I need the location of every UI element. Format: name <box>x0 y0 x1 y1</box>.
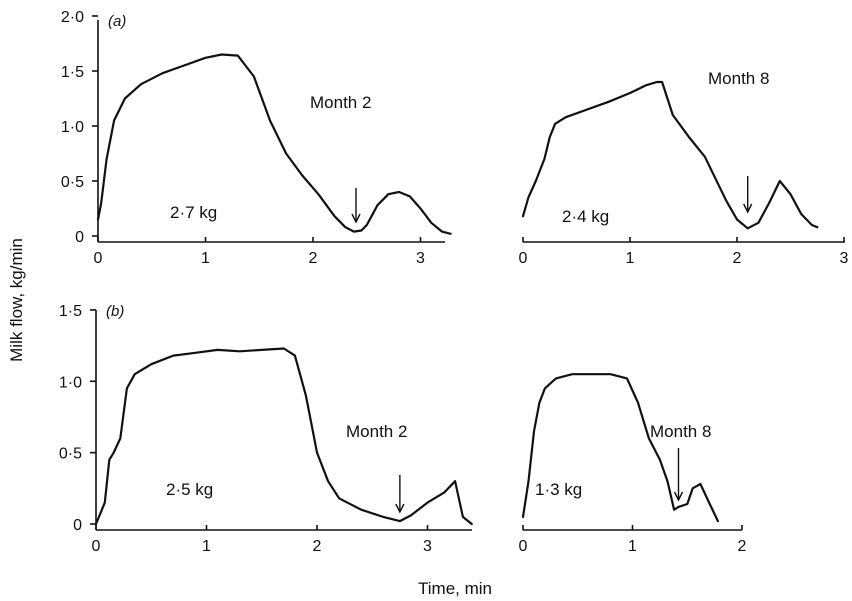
milk-flow-curve <box>96 53 452 235</box>
chart-panel-1: 0 1 2 3 0 0·5 1·0 1·5 2·0 (a) Month 2 2·7 kg <box>61 9 452 267</box>
arrow-head <box>351 213 361 224</box>
x-tick-label: 1 <box>201 250 210 267</box>
milk-flow-curve <box>521 373 719 523</box>
x-tick-label: 3 <box>416 250 425 267</box>
total-yield-label: 1·3 kg <box>535 480 582 499</box>
x-tick-label: 3 <box>423 538 432 555</box>
arrow-head <box>395 503 405 514</box>
x-tick-label: 0 <box>519 250 528 267</box>
chart-panel-3: 0 1 2 3 0 0·5 1·0 1·5 (b) Month 2 2·5 kg <box>59 303 473 555</box>
chart-panels: 0 1 2 3 0 0·5 1·0 1·5 2·0 (a) Month 2 2·7 kg 0 1 2 3 Mon… <box>59 9 849 555</box>
total-yield-label: 2·5 kg <box>166 480 213 499</box>
month-label: Month 8 <box>650 422 711 441</box>
panel-label: (b) <box>106 303 124 320</box>
total-yield-label: 2·7 kg <box>170 203 217 222</box>
milk-flow-curve <box>521 80 819 230</box>
x-tick-label: 0 <box>92 538 101 555</box>
x-tick-label: 2 <box>738 538 747 555</box>
x-tick-label: 0 <box>519 538 528 555</box>
arrow-head <box>673 491 684 502</box>
y-tick-label: 0 <box>73 517 82 534</box>
arrow-head <box>743 203 753 214</box>
chart-panel-4: 0 1 2 Month 8 1·3 kg <box>519 373 747 555</box>
x-tick-label: 3 <box>840 250 849 267</box>
month-label: Month 2 <box>346 422 407 441</box>
milk-flow-curve <box>94 347 473 526</box>
x-tick-label: 1 <box>626 250 635 267</box>
x-tick-label: 2 <box>313 538 322 555</box>
y-tick-label: 0 <box>75 229 84 246</box>
x-tick-label: 1 <box>628 538 637 555</box>
month-label: Month 8 <box>708 69 769 88</box>
y-tick-label: 1·0 <box>61 119 84 136</box>
total-yield-label: 2·4 kg <box>562 207 609 226</box>
x-tick-label: 2 <box>733 250 742 267</box>
y-tick-label: 1·5 <box>59 303 82 320</box>
x-axis-title: Time, min <box>418 579 492 598</box>
month-label: Month 2 <box>310 93 371 112</box>
x-tick-label: 0 <box>94 250 103 267</box>
x-tick-label: 2 <box>309 250 318 267</box>
y-axis-title: Milk flow, kg/min <box>7 238 26 362</box>
panel-label: (a) <box>108 13 126 30</box>
y-tick-label: 1·0 <box>59 374 82 391</box>
x-tick-label: 1 <box>202 538 211 555</box>
y-tick-label: 2·0 <box>61 9 84 26</box>
y-tick-label: 0·5 <box>59 446 82 463</box>
y-tick-label: 0·5 <box>61 174 84 191</box>
chart-panel-2: 0 1 2 3 Month 8 2·4 kg <box>519 69 849 267</box>
y-tick-label: 1·5 <box>61 64 84 81</box>
